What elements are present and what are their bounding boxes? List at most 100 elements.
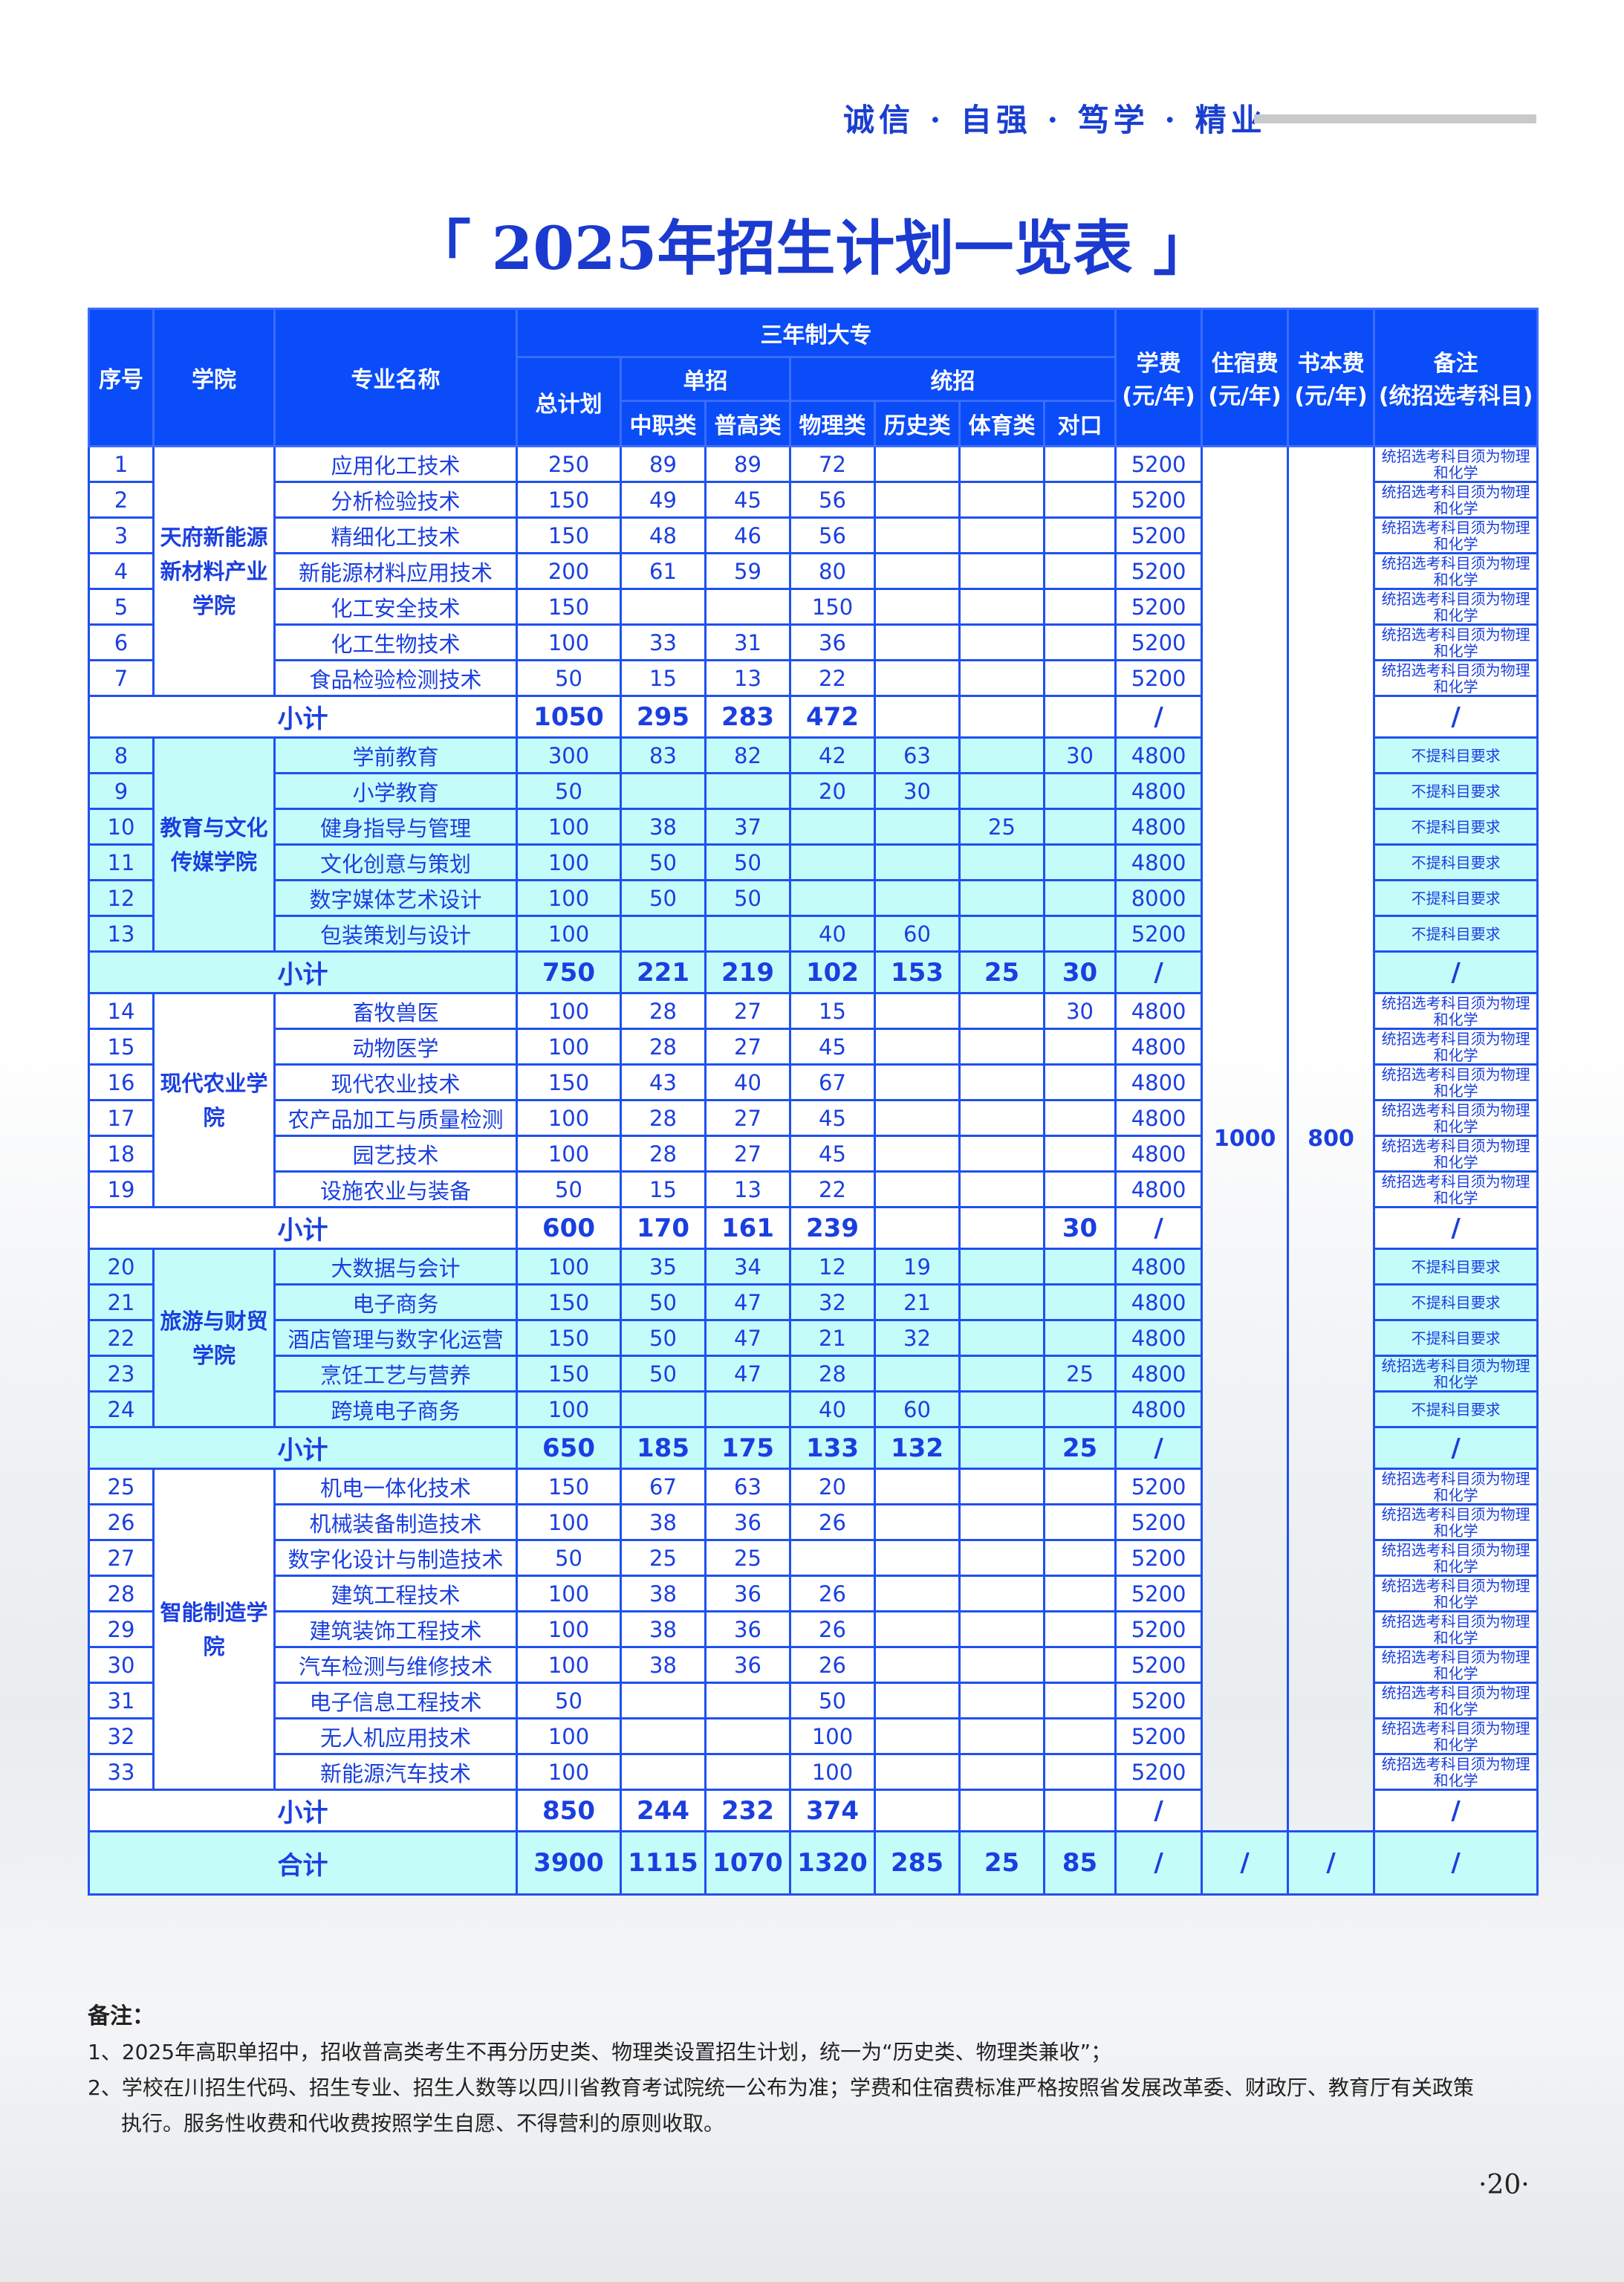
subtotal-value: /: [1114, 1426, 1204, 1470]
header-zhongzhi: 中职类: [620, 400, 707, 447]
header-tuition: 学费 (元/年): [1114, 308, 1204, 447]
cell-tiyu: [958, 1646, 1045, 1684]
cell-pugao: [704, 1390, 791, 1428]
cell-wuli: 26: [789, 1646, 876, 1684]
subtotal-value: /: [1114, 950, 1204, 994]
cell-zhongzhi: 61: [620, 552, 707, 590]
subtotal-value: 161: [704, 1206, 791, 1250]
subtotal-value: /: [1114, 1789, 1204, 1832]
note-item: 2、学校在川招生代码、招生专业、招生人数等以四川省教育考试院统一公布为准；学费和…: [88, 2075, 1474, 2100]
cell-wuli: 100: [789, 1753, 876, 1791]
subtotal-row: 小计 650 185 175 133 132 25//: [88, 1426, 1539, 1470]
cell-wuli: 67: [789, 1063, 876, 1101]
header-pugao: 普高类: [704, 400, 791, 447]
subtotal-value: 850: [516, 1789, 622, 1832]
cell-zhongzhi: 28: [620, 1099, 707, 1137]
subtotal-value: 650: [516, 1426, 622, 1470]
cell-seq: 22: [88, 1319, 155, 1357]
cell-tiyu: [958, 772, 1045, 810]
cell-college: 天府新能源新材料产业学院: [152, 445, 276, 697]
cell-total: 100: [516, 1610, 622, 1648]
cell-college: 现代农业学院: [152, 992, 276, 1208]
cell-tuition: 4800: [1114, 1283, 1204, 1321]
cell-duikou: [1042, 516, 1117, 554]
cell-duikou: [1042, 659, 1117, 697]
cell-total: 50: [516, 1682, 622, 1719]
cell-pugao: 89: [704, 445, 791, 483]
subtotal-value: /: [1373, 1789, 1539, 1832]
subtotal-value: 25: [958, 950, 1045, 994]
cell-note: 不提科目要求: [1373, 772, 1539, 810]
cell-total: 50: [516, 772, 622, 810]
cell-duikou: 30: [1042, 992, 1117, 1030]
cell-duikou: [1042, 1170, 1117, 1208]
cell-zhongzhi: [620, 772, 707, 810]
header-note: 备注 (统招选考科目): [1373, 308, 1539, 447]
cell-lishi: [874, 843, 961, 881]
subtotal-label: 小计: [88, 950, 518, 994]
total-value: /: [1287, 1830, 1376, 1896]
table-row: 6 化工生物技术 100 33 31 36 5200 统招选考科目须为物理和化学: [88, 623, 1539, 661]
cell-seq: 5: [88, 588, 155, 626]
cell-seq: 11: [88, 843, 155, 881]
cell-tiyu: [958, 1717, 1045, 1755]
cell-zhongzhi: 50: [620, 843, 707, 881]
grand-total-row: 合计 3900 1115 1070 1320 285 25 85// / /: [88, 1830, 1539, 1896]
cell-lishi: [874, 1135, 961, 1173]
cell-seq: 23: [88, 1355, 155, 1393]
cell-total: 150: [516, 588, 622, 626]
cell-wuli: 45: [789, 1099, 876, 1137]
cell-major: 应用化工技术: [273, 445, 518, 483]
cell-total: 100: [516, 879, 622, 917]
cell-lishi: 60: [874, 915, 961, 953]
cell-note: 统招选考科目须为物理和化学: [1373, 1717, 1539, 1755]
cell-total: 100: [516, 1503, 622, 1541]
cell-lishi: 32: [874, 1319, 961, 1357]
cell-wuli: 22: [789, 1170, 876, 1208]
cell-total: 100: [516, 915, 622, 953]
cell-tiyu: [958, 992, 1045, 1030]
subtotal-value: 232: [704, 1789, 791, 1832]
cell-lishi: [874, 445, 961, 483]
cell-duikou: [1042, 1283, 1117, 1321]
table-row: 8 教育与文化传媒学院 学前教育 300 83 82 42 63 30 4800 不提科目要求: [88, 736, 1539, 953]
cell-tuition: 5200: [1114, 481, 1204, 519]
cell-lishi: 63: [874, 736, 961, 774]
cell-tiyu: 25: [958, 808, 1045, 846]
cell-tuition: 4800: [1114, 1063, 1204, 1101]
cell-zhongzhi: 49: [620, 481, 707, 519]
cell-seq: 12: [88, 879, 155, 917]
cell-zhongzhi: [620, 1682, 707, 1719]
cell-duikou: [1042, 1028, 1117, 1066]
cell-zhongzhi: [620, 1717, 707, 1755]
cell-tiyu: [958, 1355, 1045, 1393]
cell-duikou: [1042, 879, 1117, 917]
cell-major: 学前教育: [273, 736, 518, 774]
cell-zhongzhi: 50: [620, 879, 707, 917]
cell-note: 统招选考科目须为物理和化学: [1373, 516, 1539, 554]
cell-note: 统招选考科目须为物理和化学: [1373, 1099, 1539, 1137]
cell-seq: 1: [88, 445, 155, 483]
subtotal-value: 472: [789, 695, 876, 739]
cell-zhongzhi: 35: [620, 1248, 707, 1286]
cell-lishi: [874, 1503, 961, 1541]
cell-tiyu: [958, 1503, 1045, 1541]
cell-total: 150: [516, 1468, 622, 1505]
table-row: 12 数字媒体艺术设计 100 50 50 8000 不提科目要求: [88, 879, 1539, 917]
cell-tiyu: [958, 1135, 1045, 1173]
cell-note: 统招选考科目须为物理和化学: [1373, 1028, 1539, 1066]
cell-wuli: [789, 808, 876, 846]
cell-seq: 33: [88, 1753, 155, 1791]
cell-lishi: [874, 552, 961, 590]
cell-wuli: 20: [789, 772, 876, 810]
cell-major: 文化创意与策划: [273, 843, 518, 881]
cell-duikou: [1042, 1753, 1117, 1791]
cell-lishi: [874, 1028, 961, 1066]
cell-tuition: 4800: [1114, 1355, 1204, 1393]
total-value: 1320: [789, 1830, 876, 1896]
cell-total: 100: [516, 1753, 622, 1791]
cell-pugao: 13: [704, 659, 791, 697]
cell-major: 建筑装饰工程技术: [273, 1610, 518, 1648]
cell-zhongzhi: 50: [620, 1283, 707, 1321]
cell-major: 无人机应用技术: [273, 1717, 518, 1755]
